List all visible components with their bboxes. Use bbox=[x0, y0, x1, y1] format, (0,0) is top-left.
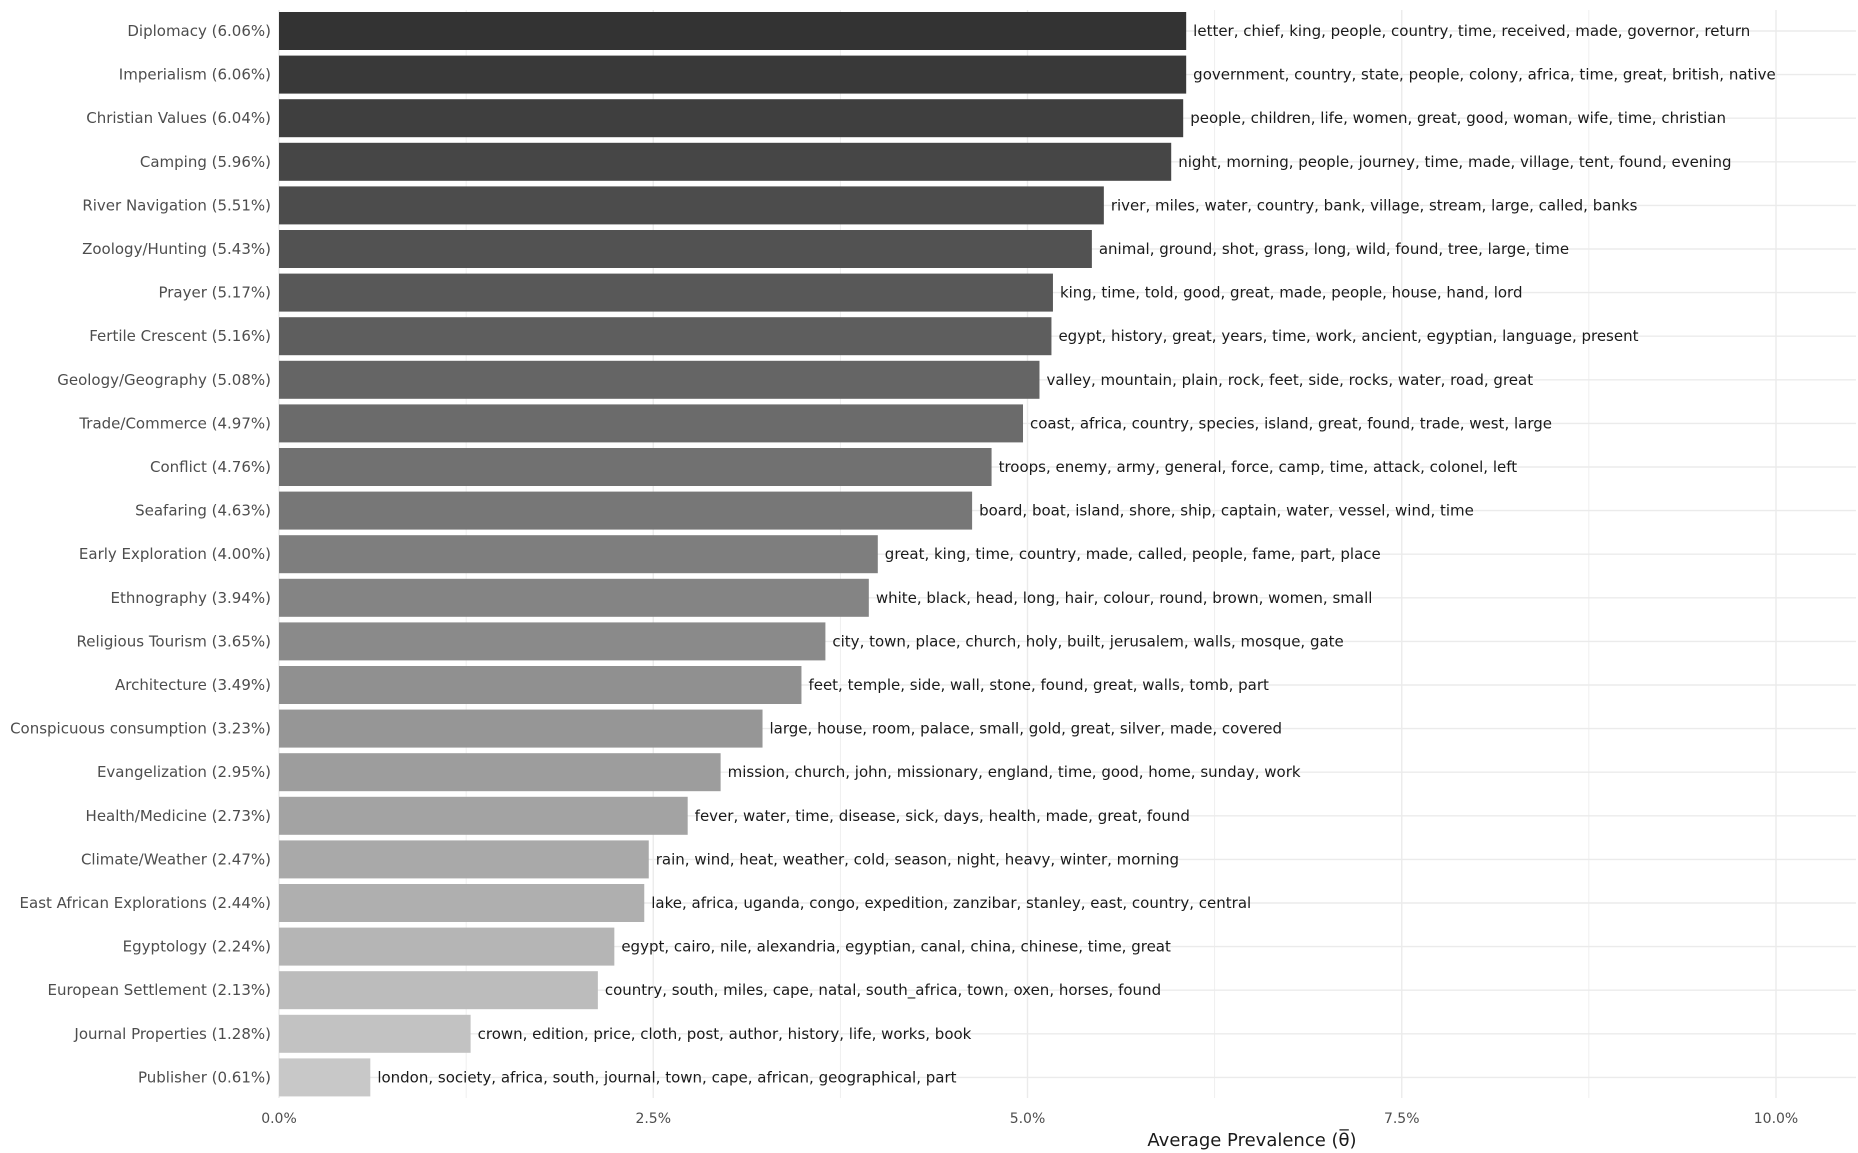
bar bbox=[279, 1058, 371, 1097]
x-axis-title: Average Prevalence (θ̅) bbox=[1147, 1129, 1356, 1151]
category-label: Evangelization (2.95%) bbox=[97, 763, 271, 781]
bar-keywords-label: rain, wind, heat, weather, cold, season,… bbox=[656, 850, 1179, 868]
x-tick-label: 2.5% bbox=[635, 1111, 671, 1127]
bar bbox=[279, 578, 869, 617]
category-label: Zoology/Hunting (5.43%) bbox=[82, 240, 271, 258]
bar bbox=[279, 535, 878, 574]
category-label: Conspicuous consumption (3.23%) bbox=[10, 720, 271, 738]
bar-keywords-label: government, country, state, people, colo… bbox=[1193, 66, 1776, 84]
bar-keywords-label: king, time, told, good, great, made, peo… bbox=[1060, 284, 1523, 302]
bar bbox=[279, 666, 802, 704]
bar bbox=[279, 927, 615, 966]
bar-keywords-label: night, morning, people, journey, time, m… bbox=[1178, 153, 1731, 171]
category-label: Conflict (4.76%) bbox=[150, 458, 271, 476]
bar bbox=[279, 622, 826, 661]
bar-keywords-label: letter, chief, king, people, country, ti… bbox=[1193, 22, 1750, 40]
category-label: Egyptology (2.24%) bbox=[123, 938, 271, 956]
category-label: Early Exploration (4.00%) bbox=[79, 545, 271, 563]
bar-keywords-label: london, society, africa, south, journal,… bbox=[377, 1068, 956, 1086]
bar bbox=[279, 273, 1053, 312]
bar-keywords-label: lake, africa, uganda, congo, expedition,… bbox=[651, 894, 1251, 912]
x-tick-label: 0.0% bbox=[261, 1111, 297, 1127]
bar bbox=[279, 840, 649, 879]
bar-keywords-label: valley, mountain, plain, rock, feet, sid… bbox=[1046, 371, 1533, 389]
category-label: Health/Medicine (2.73%) bbox=[86, 807, 271, 825]
bar bbox=[279, 884, 645, 922]
category-label: Journal Properties (1.28%) bbox=[73, 1025, 271, 1043]
bar-keywords-label: egypt, history, great, years, time, work… bbox=[1058, 327, 1638, 345]
bar bbox=[279, 142, 1172, 181]
bar-keywords-label: animal, ground, shot, grass, long, wild,… bbox=[1099, 240, 1569, 258]
category-label: European Settlement (2.13%) bbox=[48, 981, 271, 999]
category-label: Seafaring (4.63%) bbox=[135, 502, 271, 520]
bar bbox=[279, 186, 1104, 225]
bar-keywords-label: coast, africa, country, species, island,… bbox=[1030, 414, 1552, 432]
category-label: Camping (5.96%) bbox=[140, 153, 271, 171]
category-label: Religious Tourism (3.65%) bbox=[77, 632, 271, 650]
x-tick-label: 10.0% bbox=[1754, 1111, 1798, 1127]
x-tick-label: 7.5% bbox=[1384, 1111, 1420, 1127]
bars-group bbox=[279, 12, 1187, 1097]
bar bbox=[279, 753, 721, 792]
category-label: River Navigation (5.51%) bbox=[82, 196, 271, 214]
category-label: East African Explorations (2.44%) bbox=[20, 894, 271, 912]
bar bbox=[279, 55, 1187, 94]
category-label: Prayer (5.17%) bbox=[158, 284, 271, 302]
bar-keywords-label: great, king, time, country, made, called… bbox=[885, 545, 1381, 563]
bar bbox=[279, 12, 1187, 50]
bar-keywords-label: mission, church, john, missionary, engla… bbox=[728, 763, 1301, 781]
bar bbox=[279, 1014, 471, 1053]
category-label: Imperialism (6.06%) bbox=[119, 66, 271, 84]
bar bbox=[279, 971, 598, 1010]
bar-keywords-label: troops, enemy, army, general, force, cam… bbox=[999, 458, 1518, 476]
x-tick-label: 5.0% bbox=[1010, 1111, 1046, 1127]
bar bbox=[279, 404, 1024, 443]
bar-keywords-label: people, children, life, women, great, go… bbox=[1190, 109, 1726, 127]
bar-keywords-label: feet, temple, side, wall, stone, found, … bbox=[808, 676, 1269, 694]
category-labels: Diplomacy (6.06%) Imperialism (6.06%) Chri… bbox=[10, 22, 271, 1086]
category-label: Architecture (3.49%) bbox=[115, 676, 271, 694]
bar-keywords-label: egypt, cairo, nile, alexandria, egyptian… bbox=[621, 938, 1171, 956]
bar-keywords-label: river, miles, water, country, bank, vill… bbox=[1111, 196, 1638, 214]
bar bbox=[279, 796, 688, 835]
category-label: Diplomacy (6.06%) bbox=[127, 22, 271, 40]
x-axis-ticks: 0.0% 2.5% 5.0% 7.5% 10.0% bbox=[261, 1111, 1798, 1127]
category-label: Trade/Commerce (4.97%) bbox=[78, 414, 271, 432]
bar-keywords-label: large, house, room, palace, small, gold,… bbox=[770, 720, 1283, 738]
category-label: Climate/Weather (2.47%) bbox=[81, 850, 271, 868]
bar bbox=[279, 317, 1052, 356]
bar bbox=[279, 99, 1184, 138]
bar-keywords-label: crown, edition, price, cloth, post, auth… bbox=[478, 1025, 972, 1043]
category-label: Fertile Crescent (5.16%) bbox=[89, 327, 271, 345]
bar-keywords-label: country, south, miles, cape, natal, sout… bbox=[605, 981, 1161, 1000]
bar-keywords-label: fever, water, time, disease, sick, days,… bbox=[695, 807, 1190, 825]
category-label: Ethnography (3.94%) bbox=[111, 589, 271, 607]
bar bbox=[279, 360, 1040, 399]
bar-keywords-label: white, black, head, long, hair, colour, … bbox=[876, 589, 1373, 607]
bar-keyword-labels: letter, chief, king, people, country, ti… bbox=[377, 22, 1775, 1086]
category-label: Geology/Geography (5.08%) bbox=[57, 371, 271, 389]
bar bbox=[279, 709, 763, 748]
bar bbox=[279, 448, 992, 486]
bar bbox=[279, 491, 973, 530]
category-label: Publisher (0.61%) bbox=[138, 1068, 271, 1086]
bar-keywords-label: board, boat, island, shore, ship, captai… bbox=[979, 502, 1474, 520]
bar-keywords-label: city, town, place, church, holy, built, … bbox=[832, 632, 1343, 650]
bar bbox=[279, 230, 1092, 268]
category-label: Christian Values (6.04%) bbox=[86, 109, 271, 127]
